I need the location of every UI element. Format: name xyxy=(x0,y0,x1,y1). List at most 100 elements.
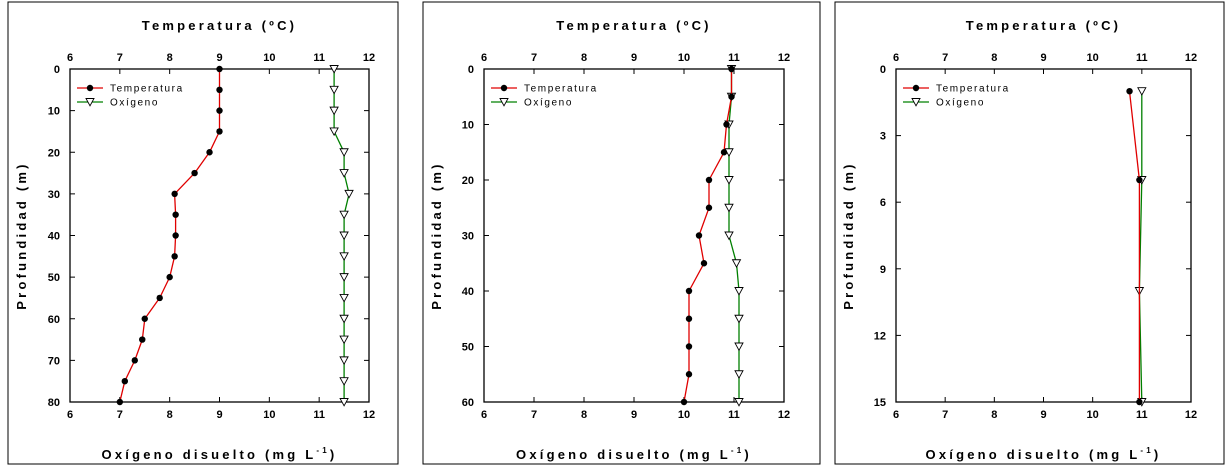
bottom-x-tick-label: 10 xyxy=(678,409,690,421)
oxygen-point xyxy=(339,252,349,262)
oxygen-point xyxy=(339,210,349,220)
legend-label: Oxígeno xyxy=(524,98,573,109)
top-x-tick-label: 11 xyxy=(313,52,325,64)
top-x-tick-label: 9 xyxy=(631,52,637,64)
top-x-tick-label: 9 xyxy=(216,52,222,64)
oxygen-point xyxy=(734,287,744,296)
y-tick-label: 20 xyxy=(462,175,474,187)
temperature-point xyxy=(171,190,178,198)
bottom-axis-title-main: Oxígeno disuelto (mg L xyxy=(926,447,1141,462)
oxygen-point xyxy=(734,342,744,352)
top-x-tick-label: 7 xyxy=(942,52,948,64)
temperature-point xyxy=(1136,176,1143,184)
temperature-point xyxy=(1136,398,1143,406)
temperature-line xyxy=(683,69,733,403)
bottom-axis-title-suffix: ) xyxy=(1154,447,1162,462)
chart-panel: 6 6 7 7 8 8 9 9 10 10 11 11 12 12 0 3 6 9 12 15 Temperatura … xyxy=(834,1,1225,465)
bottom-x-tick-label: 12 xyxy=(778,409,790,421)
y-tick-label: 15 xyxy=(874,397,886,409)
temperature-point xyxy=(171,253,178,260)
temperature-point xyxy=(500,84,508,92)
bottom-axis-title-suffix: ) xyxy=(330,447,338,462)
temperature-point xyxy=(156,294,163,302)
y-tick-label: 70 xyxy=(48,355,60,367)
top-x-tick-label: 10 xyxy=(1087,52,1099,64)
bottom-x-tick-label: 7 xyxy=(117,409,123,421)
bottom-x-tick-label: 10 xyxy=(263,409,275,421)
oxygen-point xyxy=(339,356,349,366)
panel-frame xyxy=(834,1,1225,465)
temperature-point xyxy=(206,149,213,156)
bottom-x-tick-label: 8 xyxy=(991,409,997,421)
top-x-tick-label: 12 xyxy=(778,52,790,64)
bottom-x-tick-label: 9 xyxy=(631,409,637,421)
legend-item-oxigeno: Oxígeno xyxy=(903,98,985,109)
temperature-point xyxy=(680,398,688,406)
oxygen-point xyxy=(339,314,349,324)
temperature-point xyxy=(141,315,148,322)
temperature-point xyxy=(216,107,223,114)
legend: Temperatura Oxígeno xyxy=(491,84,596,109)
bottom-x-tick-label: 10 xyxy=(1087,409,1099,421)
oxygen-point xyxy=(731,259,742,268)
temperature-point xyxy=(121,377,129,385)
panel-frame xyxy=(7,1,399,465)
top-x-tick-label: 6 xyxy=(67,52,73,64)
y-tick-label: 80 xyxy=(48,397,60,409)
bottom-x-tick-label: 8 xyxy=(581,409,587,421)
temperature-point xyxy=(216,86,223,94)
y-axis-title: Profundidad (m) xyxy=(841,161,856,309)
temperature-point xyxy=(191,169,198,177)
oxygen-point xyxy=(339,231,349,241)
top-x-tick-label: 8 xyxy=(167,52,173,64)
y-tick-label: 60 xyxy=(48,314,60,326)
plot-area xyxy=(895,68,1192,403)
oxygen-point xyxy=(329,85,339,95)
temperature-line xyxy=(1128,91,1141,402)
temperature-point xyxy=(172,211,179,218)
temperature-point xyxy=(685,343,693,350)
oxygen-point xyxy=(329,65,339,74)
bottom-axis-title-main: Oxígeno disuelto (mg L xyxy=(516,447,731,462)
y-tick-label: 10 xyxy=(462,120,474,132)
bottom-axis-title-superscript: -1 xyxy=(731,446,745,455)
legend-item-temperatura: Temperatura xyxy=(491,84,596,95)
bottom-axis-title-superscript: -1 xyxy=(1140,446,1154,455)
oxygen-point xyxy=(339,398,349,407)
oxygen-point xyxy=(724,231,734,241)
legend-label: Oxígeno xyxy=(936,98,985,109)
oxygen-series xyxy=(1134,87,1147,407)
bottom-x-tick-label: 11 xyxy=(728,409,740,421)
bottom-x-tick-label: 12 xyxy=(1185,409,1197,421)
bottom-axis-title: Oxígeno disuelto (mg L-1) xyxy=(102,446,338,462)
top-x-tick-label: 11 xyxy=(728,52,740,64)
y-tick-label: 60 xyxy=(462,397,474,409)
chart-panel: 6 6 7 7 8 8 9 9 10 10 11 11 12 12 0 10 20 30 40 50 60 Tempera… xyxy=(422,1,821,465)
oxygen-point xyxy=(339,169,349,178)
oxygen-point xyxy=(339,148,349,157)
y-tick-label: 0 xyxy=(54,64,60,76)
top-x-tick-label: 8 xyxy=(991,52,997,64)
y-tick-label: 6 xyxy=(880,197,886,209)
temperature-point xyxy=(86,84,94,92)
bottom-x-tick-label: 11 xyxy=(1136,409,1148,421)
top-x-tick-label: 12 xyxy=(363,52,375,64)
oxygen-point xyxy=(85,98,95,107)
temperature-point xyxy=(685,371,693,378)
y-axis-title: Profundidad (m) xyxy=(14,161,29,309)
y-tick-label: 40 xyxy=(462,286,474,298)
y-tick-label: 9 xyxy=(880,264,886,276)
top-axis-title: Temperatura (ºC) xyxy=(142,18,297,33)
y-tick-label: 12 xyxy=(874,330,886,342)
bottom-axis-title: Oxígeno disuelto (mg L-1) xyxy=(516,446,752,462)
bottom-x-tick-label: 6 xyxy=(481,409,487,421)
legend-label: Oxígeno xyxy=(110,98,159,109)
legend-item-oxigeno: Oxígeno xyxy=(491,98,573,109)
top-axis-title: Temperatura (ºC) xyxy=(966,18,1121,33)
bottom-x-tick-label: 11 xyxy=(313,409,325,421)
oxygen-point xyxy=(344,189,354,199)
chart-panel: 6 6 7 7 8 8 9 9 10 10 11 11 12 12 0 10 20 30 40 50 60 70 80 Tem… xyxy=(7,1,399,465)
legend: Temperatura Oxígeno xyxy=(77,84,182,109)
bottom-axis-title: Oxígeno disuelto (mg L-1) xyxy=(926,446,1162,462)
